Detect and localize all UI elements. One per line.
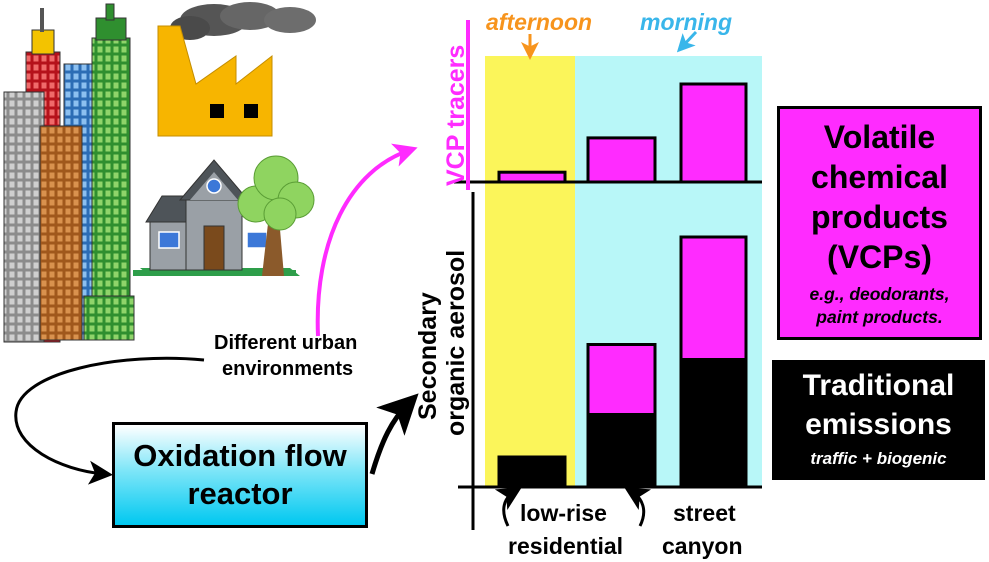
soa-axis-label-line1: Secondary <box>414 292 442 420</box>
house-icon <box>133 159 300 276</box>
vcp-tracer-bar <box>497 170 567 184</box>
vcp-tracer-bars <box>497 82 748 184</box>
site-lowrise-label-line2: residential <box>508 533 623 559</box>
soa-vcp-segment <box>586 343 657 416</box>
vcp-example-line2: paint products. <box>816 307 943 327</box>
vcp-legend-box: Volatile chemical products (VCPs) e.g., … <box>777 106 982 340</box>
soa-traditional-segment <box>586 413 657 489</box>
site-street-label-line2: canyon <box>662 533 743 559</box>
magenta-curved-arrow <box>315 143 418 337</box>
factory-icon <box>157 25 273 137</box>
vcp-example-line1: e.g., deodorants, <box>809 284 950 304</box>
reactor-to-chart-arrow <box>369 393 419 475</box>
traditional-emissions-legend-box: Traditional emissions traffic + biogenic <box>772 360 985 480</box>
soa-axis-label-line2: organic aerosol <box>442 250 470 436</box>
soa-traditional-segment <box>679 358 748 489</box>
comparison-chart: afternoon morning VCP tracers Secondary … <box>414 9 762 559</box>
morning-pointer-arrow <box>676 30 698 53</box>
afternoon-band <box>485 56 575 488</box>
lowrise-left-arrow <box>494 487 522 527</box>
traditional-example: traffic + biogenic <box>810 449 947 468</box>
vcp-tracer-bar <box>586 136 657 184</box>
traditional-title-line2: emissions <box>805 408 952 441</box>
soa-stacked-bars <box>497 235 748 489</box>
site-street-label-line1: street <box>673 500 736 526</box>
afternoon-label: afternoon <box>486 9 592 35</box>
oxidation-flow-reactor: Oxidation flow reactor <box>112 422 368 528</box>
skyscrapers-icon <box>3 3 135 343</box>
environments-label-line2: environments <box>222 358 353 380</box>
soa-vcp-segment <box>679 235 748 361</box>
site-lowrise-label-line1: low-rise <box>520 500 607 526</box>
vcp-tracer-bar <box>679 82 748 184</box>
traditional-title-line1: Traditional <box>802 369 955 402</box>
soa-traditional-segment <box>497 455 567 489</box>
reactor-label-line2: reactor <box>187 476 293 511</box>
vcp-title-line4: (VCPs) <box>827 239 932 275</box>
tree-icon <box>237 155 315 276</box>
environments-label-line1: Different urban <box>214 332 357 354</box>
morning-label: morning <box>640 9 732 35</box>
smoke-cloud-icon <box>170 2 316 40</box>
reactor-label-line1: Oxidation flow <box>133 438 347 473</box>
environment-to-reactor-arrow <box>14 356 205 485</box>
vcp-title-line2: chemical <box>811 159 948 195</box>
vcp-title-line1: Volatile <box>823 119 936 155</box>
vcp-title-line3: products <box>811 199 948 235</box>
lowrise-right-arrow <box>624 487 652 527</box>
vcp-tracers-axis-label: VCP tracers <box>442 45 470 186</box>
